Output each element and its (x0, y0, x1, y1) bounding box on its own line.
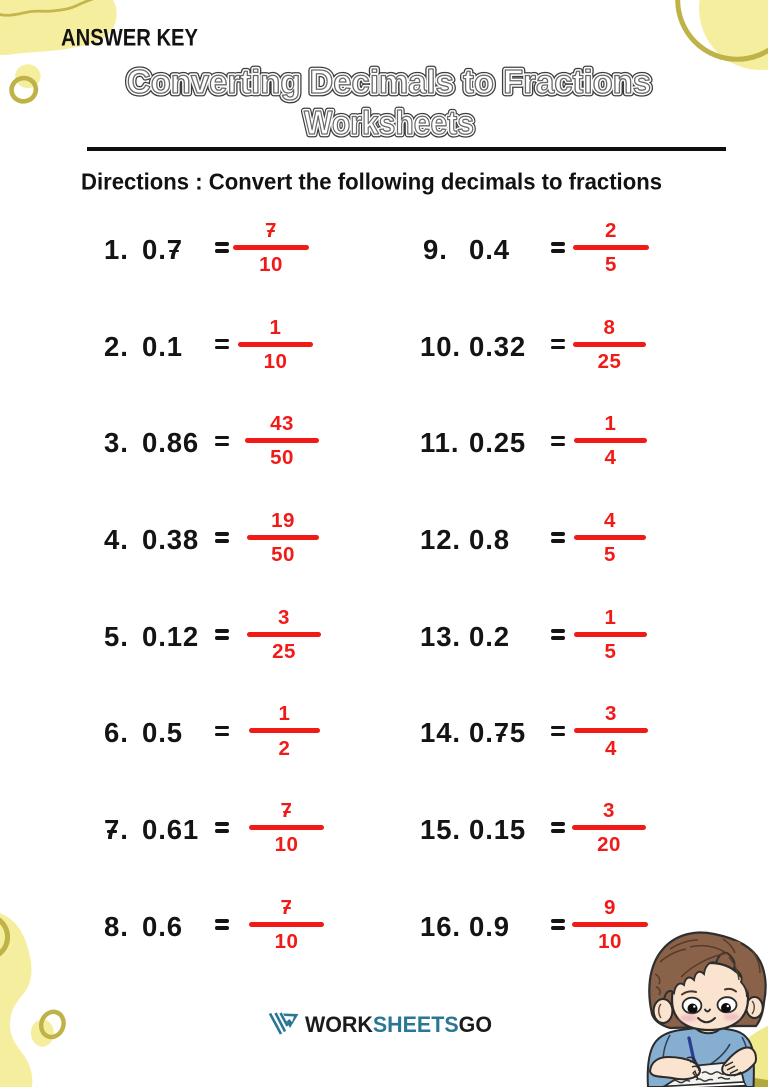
svg-text:ANSWER KEY: ANSWER KEY (61, 24, 198, 51)
svg-text:Converting Decimals to Fractio: Converting Decimals to Fractions (127, 63, 651, 100)
svg-text:Converting Decimals to Fractio: Converting Decimals to Fractions (127, 63, 651, 100)
svg-text:Directions : Convert the follo: Directions : Convert the following decim… (81, 169, 662, 195)
svg-text:Worksheets: Worksheets (304, 104, 474, 141)
svg-text:WORKSHEETSGO: WORKSHEETSGO (305, 1012, 492, 1037)
svg-text:Worksheets: Worksheets (304, 104, 474, 141)
svg-text:Worksheets: Worksheets (304, 104, 474, 141)
svg-text:Converting Decimals to Fractio: Converting Decimals to Fractions (127, 63, 651, 100)
